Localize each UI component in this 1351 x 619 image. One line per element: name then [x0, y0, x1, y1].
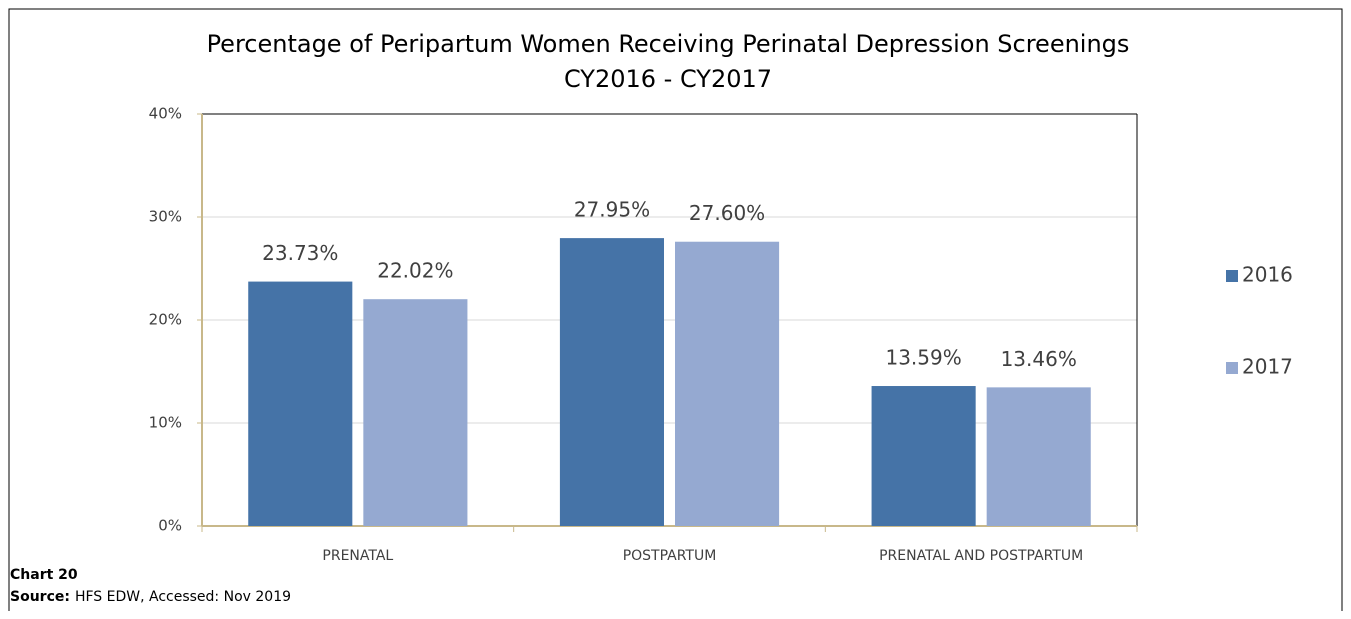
x-tick-label: POSTPARTUM [623, 548, 717, 564]
source-text: HFS EDW, Accessed: Nov 2019 [75, 589, 291, 605]
chart-title: Percentage of Peripartum Women Receiving… [207, 30, 1130, 58]
bar [559, 238, 664, 527]
bar [248, 281, 353, 526]
frame [8, 8, 1343, 611]
x-tick-label: PRENATAL [322, 548, 393, 564]
y-tick-label: 40% [149, 105, 182, 123]
y-tick-label: 10% [149, 414, 182, 432]
y-tick-label: 0% [158, 517, 182, 535]
value-label: 13.46% [1001, 347, 1077, 371]
bar [675, 241, 780, 526]
x-tick-label: PRENATAL AND POSTPARTUM [879, 548, 1083, 564]
source-label: Source: [10, 589, 70, 605]
bar [871, 386, 976, 526]
bar [363, 299, 468, 526]
legend-label: 2017 [1242, 355, 1293, 379]
legend-swatch [1226, 362, 1238, 374]
bar [986, 387, 1091, 526]
chart-subtitle: CY2016 - CY2017 [564, 65, 772, 93]
value-label: 23.73% [262, 241, 338, 265]
chart-number: Chart 20 [10, 567, 78, 583]
value-label: 22.02% [377, 259, 453, 283]
value-label: 27.60% [689, 201, 765, 225]
source-note: Source: HFS EDW, Accessed: Nov 2019 [10, 589, 291, 605]
y-tick-label: 20% [149, 311, 182, 329]
value-label: 13.59% [885, 346, 961, 370]
legend-label: 2016 [1242, 263, 1293, 287]
legend-swatch [1226, 270, 1238, 282]
value-label: 27.95% [574, 198, 650, 222]
y-tick-label: 30% [149, 208, 182, 226]
